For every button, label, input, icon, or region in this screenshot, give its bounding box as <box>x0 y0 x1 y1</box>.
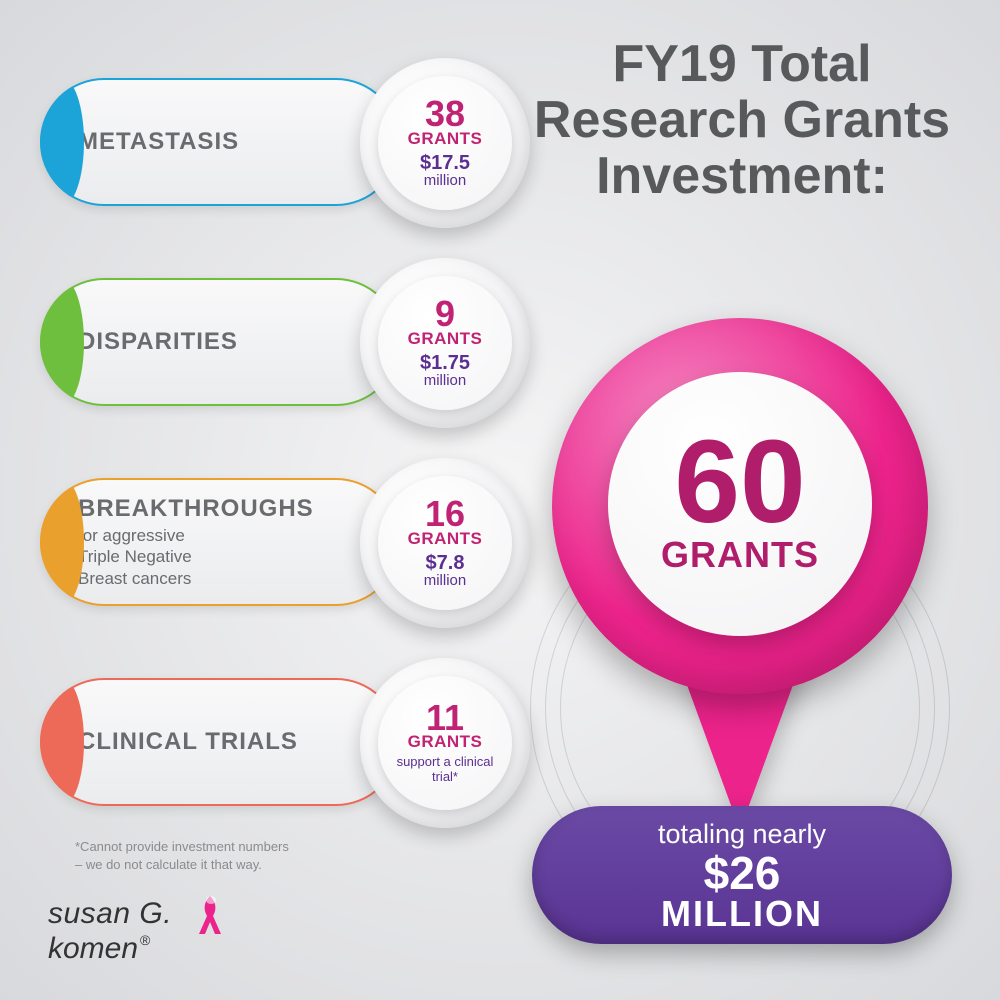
page-title: FY19 Total Research Grants Investment: <box>532 36 952 204</box>
grant-unit: million <box>424 373 467 388</box>
komen-logo: susan G. komen® <box>48 892 233 966</box>
total-line1: totaling nearly <box>658 819 826 850</box>
total-grants-label: GRANTS <box>661 534 819 576</box>
category-pill: DISPARITIES <box>40 278 400 406</box>
category-metastasis: METASTASIS 38 GRANTS $17.5 million <box>40 48 520 228</box>
grants-label: GRANTS <box>408 329 483 349</box>
logo-trademark: ® <box>140 932 150 948</box>
total-bubble: 60 GRANTS <box>520 310 960 800</box>
total-amount-pill: totaling nearly $26 MILLION <box>532 806 952 944</box>
category-bubble: 16 GRANTS $7.8 million <box>360 458 530 628</box>
total-grant-count: 60 <box>674 432 805 532</box>
category-pill: METASTASIS <box>40 78 400 206</box>
grant-count: 9 <box>435 298 455 330</box>
grant-unit: million <box>424 573 467 588</box>
category-label: DISPARITIES <box>78 328 238 356</box>
grants-label: GRANTS <box>408 732 483 752</box>
total-amount: $26 <box>704 850 781 896</box>
grants-label: GRANTS <box>408 529 483 549</box>
category-sub: for aggressive Triple Negative Breast ca… <box>78 525 314 589</box>
categories-column: METASTASIS 38 GRANTS $17.5 million DISPA… <box>40 48 520 848</box>
grant-amount: $1.75 <box>420 353 470 373</box>
grant-unit: million <box>424 173 467 188</box>
category-bubble: 9 GRANTS $1.75 million <box>360 258 530 428</box>
category-bubble: 38 GRANTS $17.5 million <box>360 58 530 228</box>
category-label: BREAKTHROUGHS <box>78 495 314 523</box>
grant-note: support a clinical trial* <box>384 755 506 784</box>
grants-label: GRANTS <box>408 129 483 149</box>
total-unit: MILLION <box>661 896 823 932</box>
grant-count: 11 <box>426 702 464 734</box>
category-pill: BREAKTHROUGHS for aggressive Triple Nega… <box>40 478 400 606</box>
grant-count: 16 <box>425 498 465 530</box>
ribbon-icon <box>187 892 233 938</box>
category-clinical-trials: CLINICAL TRIALS 11 GRANTS support a clin… <box>40 648 520 828</box>
category-breakthroughs: BREAKTHROUGHS for aggressive Triple Nega… <box>40 448 520 628</box>
grant-amount: $7.8 <box>426 553 465 573</box>
grant-count: 38 <box>425 98 465 130</box>
logo-line2: komen <box>48 932 138 965</box>
category-label: CLINICAL TRIALS <box>78 728 298 756</box>
category-disparities: DISPARITIES 9 GRANTS $1.75 million <box>40 248 520 428</box>
logo-line1: susan G. <box>48 897 172 930</box>
grant-amount: $17.5 <box>420 153 470 173</box>
category-pill: CLINICAL TRIALS <box>40 678 400 806</box>
category-label: METASTASIS <box>78 128 239 156</box>
category-bubble: 11 GRANTS support a clinical trial* <box>360 658 530 828</box>
footnote: *Cannot provide investment numbers – we … <box>75 838 289 873</box>
